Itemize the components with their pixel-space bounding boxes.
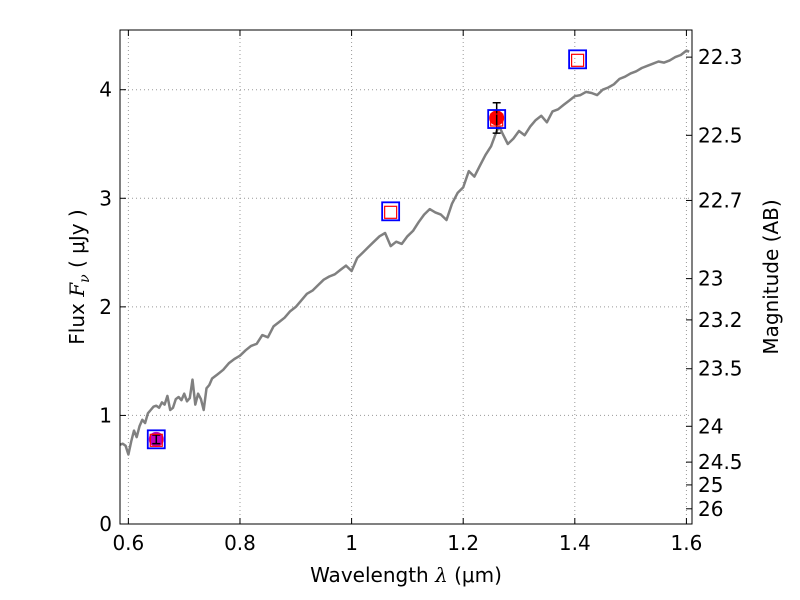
- model-box: [146, 429, 166, 450]
- y-tick-label: 4: [99, 78, 112, 102]
- x-tick-label: 1.4: [559, 531, 591, 555]
- x-axis-title: Wavelength λ (μm): [310, 563, 502, 587]
- x-tick-label: 1.6: [671, 531, 703, 555]
- axes: 0.6 0.8 1 1.2 1.4 1.60123422.322.522.72323.22…: [99, 30, 743, 555]
- model-box: [487, 109, 507, 129]
- model-box-inner: [570, 53, 585, 67]
- model-box: [568, 49, 587, 70]
- y-tick-label: 2: [99, 295, 112, 319]
- right-tick-label: 22.3: [698, 45, 743, 69]
- y-axis-title: Flux Fν ( μJy ): [65, 209, 93, 344]
- right-tick-label: 23: [698, 267, 723, 291]
- right-tick-label: 24: [698, 414, 723, 438]
- right-tick-label: 25: [698, 473, 723, 497]
- x-tick-label: 0.8: [224, 531, 256, 555]
- x-tick-label: 0.6: [112, 531, 144, 555]
- model-box-inner: [149, 433, 163, 447]
- model-box: [381, 201, 401, 222]
- right-axis-title: Magnitude (AB): [759, 199, 783, 354]
- data-layer: [120, 49, 690, 456]
- right-tick-label: 22.5: [698, 123, 743, 147]
- x-tick-label: 1.2: [447, 531, 479, 555]
- y-tick-label: 1: [99, 403, 112, 427]
- right-tick-label: 24.5: [698, 450, 743, 474]
- right-tick-label: 26: [698, 497, 723, 521]
- plot-frame: [119, 29, 693, 525]
- right-tick-label: 23.5: [698, 357, 743, 381]
- right-tick-label: 23.2: [698, 308, 743, 332]
- y-tick-label: 0: [99, 512, 112, 536]
- spectrum-line: [120, 49, 690, 456]
- x-tick-label: 1: [345, 531, 358, 555]
- y-tick-label: 3: [99, 186, 112, 210]
- model-box-inner: [384, 205, 398, 219]
- model-box-inner: [490, 113, 504, 127]
- right-tick-label: 22.7: [698, 188, 743, 212]
